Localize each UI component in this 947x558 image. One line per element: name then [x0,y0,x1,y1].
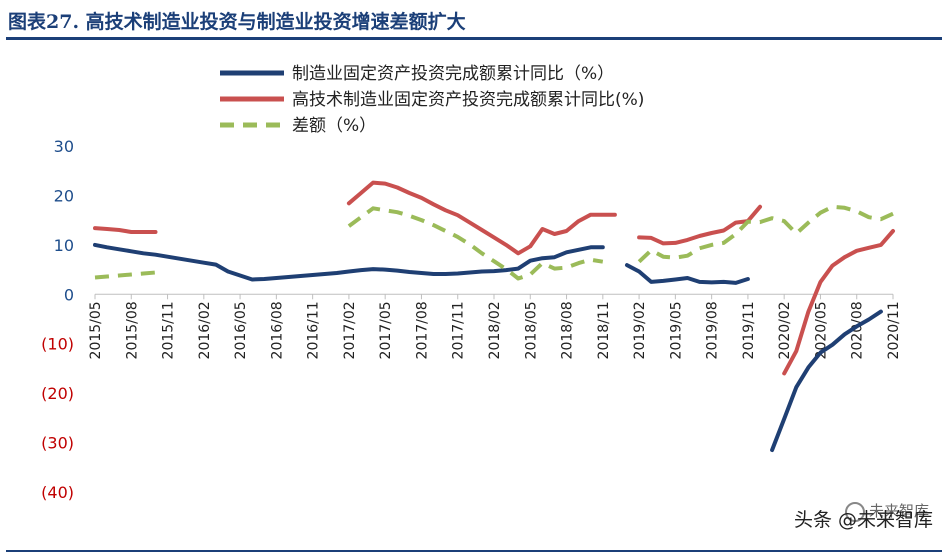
x-tick-label: 2016/11 [306,301,322,359]
x-tick-label: 2018/02 [487,301,503,359]
x-tick-label: 2018/11 [596,301,612,359]
x-tick-label: 2020/05 [813,301,829,359]
x-tick-label: 2019/05 [668,301,684,359]
watermark-brand: 未来智库 [844,500,929,522]
title-bar: 图表27. 高技术制造业投资与制造业投资增速差额扩大 [0,0,947,40]
series-line-1 [770,309,883,452]
x-tick-label: 2019/02 [632,301,648,359]
chart-title: 图表27. 高技术制造业投资与制造业投资增速差额扩大 [8,11,466,33]
watermark-source: 头条 @未来智库 [793,509,933,531]
x-tick-label: 2016/05 [233,301,249,359]
x-tick-label: 2017/02 [342,301,358,359]
x-tick-label: 2019/11 [741,301,757,359]
series-line-3 [94,270,156,280]
y-axis: 30 20 10 0 (10) (20) (30) (40) [41,137,74,502]
plot-area [93,180,895,452]
series-line-1 [93,242,605,282]
x-tick-label: 2018/08 [560,301,576,359]
x-axis: 2015/05 2015/08 2015/11 2016/02 2016/05 2016/… [88,293,902,359]
x-tick-label: 2020/11 [886,301,902,359]
legend-label: 差额（%） [292,116,376,136]
y-tick-label: (10) [41,335,74,354]
series-line-3 [347,206,604,281]
x-tick-label: 2018/05 [523,301,539,359]
x-tick-label: 2020/08 [850,301,866,359]
y-tick-label: 30 [54,137,74,156]
x-tick-label: 2016/02 [197,301,213,359]
x-tick-label: 2017/05 [378,301,394,359]
chart-legend: 制造业固定资产投资完成额累计同比（%） 高技术制造业固定资产投资完成额累计同比(%… [220,64,644,136]
series-line-2 [782,229,895,376]
x-tick-label: 2017/11 [451,301,467,359]
series-line-3 [637,204,894,264]
y-tick-label: 0 [64,285,74,304]
y-tick-label: (40) [41,483,74,502]
wechat-icon [844,501,865,522]
x-tick-label: 2015/11 [161,301,177,359]
x-tick-label: 2017/08 [414,301,430,359]
x-tick-label: 2015/08 [124,301,140,359]
x-tick-label: 2016/08 [269,301,285,359]
title-underline [6,37,942,40]
y-tick-label: 20 [54,186,74,205]
series-line-2 [93,226,158,234]
legend-label: 高技术制造业固定资产投资完成额累计同比(%) [292,90,644,110]
y-tick-label: (30) [41,434,74,453]
x-tick-label: 2015/05 [88,301,104,359]
x-tick-label: 2020/02 [777,301,793,359]
series-line-2 [346,180,617,256]
x-tick-label: 2019/08 [705,301,721,359]
series-line-2 [637,204,762,246]
y-tick-label: 10 [54,236,74,255]
line-chart: 制造业固定资产投资完成额累计同比（%） 高技术制造业固定资产投资完成额累计同比(%… [41,64,902,502]
bottom-rule [6,550,942,552]
legend-label: 制造业固定资产投资完成额累计同比（%） [292,64,614,84]
series-line-1 [625,263,750,285]
y-tick-label: (20) [41,384,74,403]
